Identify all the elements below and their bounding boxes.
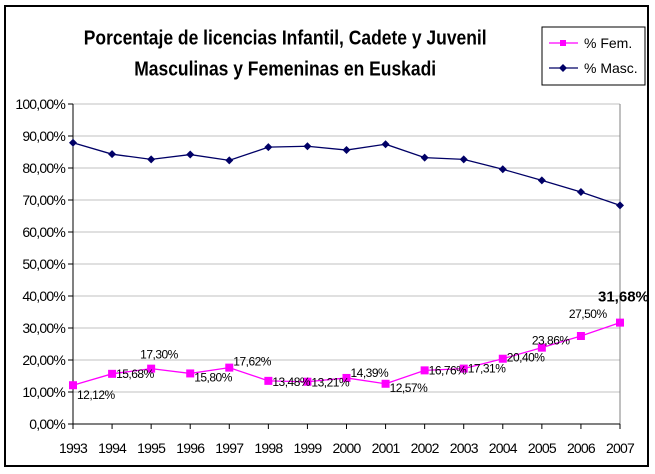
masc-point	[616, 201, 624, 210]
legend-fem-label: % Fem.	[584, 35, 632, 51]
fem-data-label: 13,48%	[272, 375, 311, 389]
fem-point	[186, 369, 195, 378]
x-tick-label: 2000	[333, 440, 362, 456]
fem-point	[459, 364, 468, 373]
x-tick-label: 1996	[176, 440, 205, 456]
x-tick-label: 1993	[59, 440, 88, 456]
fem-point	[342, 373, 351, 382]
y-tick-label: 30,00%	[22, 320, 65, 336]
series-masc	[69, 138, 624, 210]
fem-data-label: 31,68%	[598, 289, 649, 306]
fem-point	[108, 369, 117, 378]
masc-point	[303, 142, 312, 151]
gridlines	[73, 103, 621, 424]
x-tick-label: 1997	[215, 440, 244, 456]
fem-point	[498, 354, 507, 363]
fem-data-label: 15,80%	[194, 370, 233, 384]
masc-point	[264, 143, 273, 152]
masc-point	[576, 188, 585, 196]
y-tick-label: 60,00%	[22, 224, 65, 240]
x-tick-label: 2003	[450, 440, 479, 456]
chart-title-line-2: Masculinas y Femeninas en Euskadi	[134, 58, 436, 81]
masc-point	[459, 155, 468, 164]
fem-data-label: 20,40%	[507, 351, 546, 365]
axes	[68, 103, 621, 429]
x-tick-label: 1998	[254, 440, 283, 456]
fem-data-label: 17,30%	[140, 348, 179, 362]
x-tick-label: 2001	[372, 440, 401, 456]
masc-point	[537, 176, 546, 185]
fem-data-label: 14,39%	[351, 366, 390, 380]
masc-point	[69, 138, 77, 147]
fem-data-label: 15,68%	[116, 367, 155, 381]
y-tick-label: 70,00%	[22, 192, 65, 208]
y-tick-label: 90,00%	[22, 128, 65, 144]
chart-title-line-1: Porcentaje de licencias Infantil, Cadete…	[84, 27, 487, 50]
y-tick-label: 40,00%	[22, 288, 65, 304]
data-labels-fem: 12,12%15,68% 17,30% 15,80%17,62%13,48% 13,2…	[77, 289, 649, 403]
fem-point	[420, 366, 429, 375]
y-tick-labels: 0,00% 10,00% 20,00% 30,00% 40,00% 50,00% 60,00…	[15, 96, 66, 432]
fem-data-label: 17,31%	[468, 362, 507, 376]
y-tick-label: 0,00%	[29, 416, 65, 432]
fem-point	[616, 318, 624, 327]
fem-point	[537, 343, 546, 352]
y-tick-label: 10,00%	[22, 384, 65, 400]
x-tick-label: 2005	[528, 440, 557, 456]
masc-point	[420, 153, 429, 162]
fem-data-label: 27,50%	[569, 307, 608, 321]
legend-masc-marker	[559, 64, 567, 72]
fem-point	[576, 332, 585, 340]
fem-point	[147, 364, 156, 373]
y-tick-label: 100,00%	[15, 96, 65, 112]
masc-point	[342, 146, 351, 155]
fem-point	[381, 379, 390, 388]
fem-data-label: 12,12%	[77, 388, 116, 402]
legend-masc-label: % Masc.	[584, 60, 638, 76]
chart-border	[4, 5, 649, 467]
x-tick-label: 1999	[293, 440, 322, 456]
legend-box	[541, 26, 646, 86]
legend-fem-marker	[560, 40, 566, 46]
fem-data-label: 23,86%	[532, 334, 571, 348]
fem-point	[303, 377, 312, 386]
fem-point	[225, 363, 234, 372]
x-tick-label: 1994	[98, 440, 127, 456]
x-tick-label: 2006	[567, 440, 596, 456]
y-tick-label: 80,00%	[22, 160, 65, 176]
fem-point	[69, 381, 77, 390]
masc-point	[498, 165, 507, 174]
fem-point	[264, 376, 273, 385]
x-tick-label: 2004	[489, 440, 518, 456]
fem-data-label: 16,76%	[429, 363, 468, 377]
masc-point	[147, 155, 156, 164]
y-tick-label: 20,00%	[22, 352, 65, 368]
x-tick-label: 2007	[606, 440, 635, 456]
fem-data-label: 13,21%	[311, 376, 350, 390]
x-tick-label: 1995	[137, 440, 166, 456]
x-tick-labels: 1993 1994 1995 1996 1997 1998 1999 2000 2001 2002…	[59, 440, 636, 456]
x-tick-label: 2002	[411, 440, 440, 456]
fem-data-label: 17,62%	[233, 355, 272, 369]
masc-point	[381, 140, 390, 149]
fem-data-label: 12,57%	[390, 381, 429, 395]
legend: % Fem. % Masc.	[541, 26, 646, 86]
series-fem	[69, 318, 624, 390]
y-tick-label: 50,00%	[22, 256, 65, 272]
masc-point	[225, 156, 234, 165]
masc-point	[108, 150, 117, 159]
masc-point	[186, 150, 195, 159]
